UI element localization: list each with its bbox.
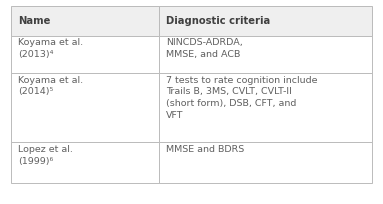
Text: Koyama et al.
(2013)⁴: Koyama et al. (2013)⁴: [18, 38, 83, 59]
Text: MMSE and BDRS: MMSE and BDRS: [166, 145, 244, 154]
Text: NINCDS-ADRDA,
MMSE, and ACB: NINCDS-ADRDA, MMSE, and ACB: [166, 38, 243, 59]
Text: Koyama et al.
(2014)⁵: Koyama et al. (2014)⁵: [18, 76, 83, 96]
Bar: [159, 36, 372, 73]
Bar: [159, 73, 372, 142]
Text: Diagnostic criteria: Diagnostic criteria: [166, 16, 270, 26]
Bar: [11, 142, 159, 183]
Bar: [11, 36, 159, 73]
Bar: [11, 6, 159, 36]
Bar: [159, 6, 372, 36]
Text: Lopez et al.
(1999)⁶: Lopez et al. (1999)⁶: [18, 145, 73, 165]
Text: Name: Name: [18, 16, 51, 26]
Bar: [159, 142, 372, 183]
Bar: [11, 73, 159, 142]
Text: 7 tests to rate cognition include
Trails B, 3MS, CVLT, CVLT-II
(short form), DSB: 7 tests to rate cognition include Trails…: [166, 76, 318, 120]
